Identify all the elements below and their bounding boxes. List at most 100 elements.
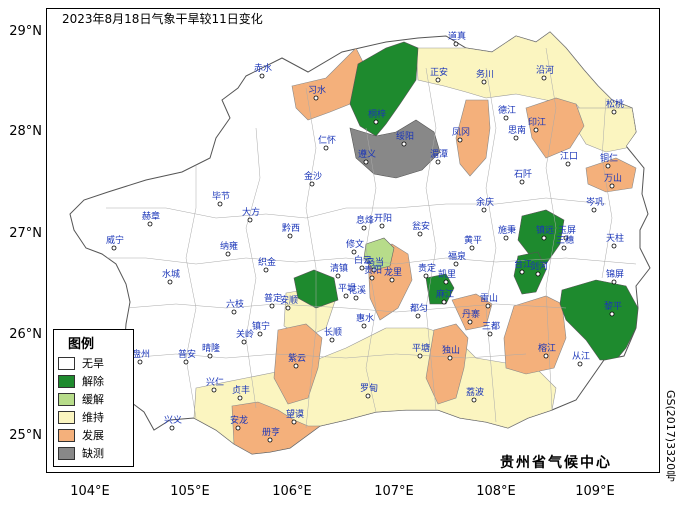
city-label: 贵定	[418, 262, 436, 274]
city-label: 铜仁	[600, 152, 618, 164]
city-label: 正安	[430, 66, 448, 78]
city-label: 湄潭	[430, 149, 448, 160]
city-label: 雷山	[480, 293, 498, 304]
city-marker	[137, 359, 143, 365]
city-marker	[373, 119, 379, 125]
city-marker	[287, 233, 293, 239]
city-label: 镇宁	[252, 320, 270, 332]
city-label: 平塘	[412, 342, 430, 354]
city-marker	[417, 353, 423, 359]
city-label: 黔西	[282, 222, 300, 234]
city-label: 龙里	[384, 266, 402, 278]
city-label: 大方	[242, 206, 260, 218]
city-marker	[267, 437, 273, 443]
city-marker	[359, 265, 365, 271]
city-marker	[453, 41, 459, 47]
legend-label: 缺测	[82, 447, 104, 460]
city-label: 紫云	[288, 353, 306, 364]
city-marker	[519, 179, 525, 185]
region-relief-taijiang	[513, 251, 547, 295]
city-marker	[443, 279, 449, 285]
city-label: 三都	[482, 321, 500, 332]
city-label: 德江	[498, 104, 516, 116]
city-label: 锦屏	[606, 268, 624, 280]
city-marker	[605, 163, 611, 169]
city-marker	[609, 311, 615, 317]
city-label: 水城	[162, 268, 180, 280]
city-label: 剑河	[530, 260, 548, 272]
city-label: 松桃	[606, 98, 624, 110]
city-marker	[335, 273, 341, 279]
legend-swatch	[58, 429, 75, 442]
city-label: 花溪	[348, 284, 366, 296]
legend-swatch	[58, 375, 75, 388]
city-label: 都匀	[410, 302, 428, 314]
city-label: 台江	[514, 258, 532, 270]
legend-label: 发展	[82, 429, 104, 442]
city-marker	[313, 95, 319, 101]
city-marker	[167, 279, 173, 285]
map-approval-code: GS(2017)3320号	[664, 390, 677, 482]
city-label: 黎平	[604, 300, 622, 312]
city-label: 赤水	[254, 62, 272, 74]
city-label: 三穗	[556, 234, 574, 246]
city-label: 绥阳	[396, 131, 414, 142]
region-develop-ziyun	[273, 323, 323, 405]
city-marker	[361, 225, 367, 231]
city-label: 长顺	[324, 326, 342, 338]
city-marker	[441, 299, 447, 305]
city-marker	[611, 279, 617, 285]
lon-label-105: 105°E	[170, 484, 210, 499]
city-label: 从江	[572, 351, 590, 362]
city-label: 贞丰	[232, 384, 250, 396]
city-marker	[481, 207, 487, 213]
city-label: 安龙	[230, 414, 248, 426]
city-marker	[259, 73, 265, 79]
city-label: 纳雍	[220, 240, 238, 252]
city-marker	[323, 145, 329, 151]
legend-swatch	[58, 393, 75, 406]
region-develop-dushan	[425, 323, 469, 405]
city-marker	[513, 135, 519, 141]
city-marker	[503, 115, 509, 121]
legend-swatch	[58, 411, 75, 424]
lat-label-25: 25°N	[9, 428, 42, 443]
city-label: 沿河	[536, 64, 554, 76]
city-label: 道真	[448, 30, 466, 42]
legend-swatch	[58, 447, 75, 460]
city-label: 盘州	[132, 348, 150, 360]
city-label: 丹寨	[462, 308, 480, 320]
city-label: 天柱	[606, 232, 624, 244]
legend-item-maintain: 维持	[58, 411, 132, 426]
city-marker	[257, 331, 263, 337]
lat-label-28: 28°N	[9, 124, 42, 139]
lat-label-29: 29°N	[9, 24, 42, 39]
city-marker	[235, 425, 241, 431]
region-ease-baiyun	[363, 237, 395, 271]
city-marker	[379, 223, 385, 229]
city-marker	[565, 161, 571, 167]
lon-label-106: 106°E	[272, 484, 312, 499]
legend-item-missing: 缺测	[58, 447, 132, 462]
city-label: 余庆	[476, 196, 494, 208]
city-label: 印江	[528, 116, 546, 128]
region-missing-zunyi	[349, 119, 441, 179]
city-marker	[485, 303, 491, 309]
city-marker	[457, 137, 463, 143]
city-label: 关岭	[236, 328, 254, 340]
city-marker	[435, 159, 441, 165]
region-relief-liping	[559, 279, 639, 361]
legend-label: 解除	[82, 375, 104, 388]
legend-label: 无旱	[82, 357, 104, 370]
city-marker	[417, 231, 423, 237]
city-label: 望谟	[286, 408, 304, 420]
city-label: 白云	[354, 254, 372, 266]
city-marker	[563, 235, 569, 241]
city-label: 万山	[604, 173, 622, 184]
city-marker	[609, 183, 615, 189]
city-marker	[225, 251, 231, 257]
lon-label-104: 104°E	[70, 484, 110, 499]
city-marker	[111, 245, 117, 251]
city-marker	[309, 181, 315, 187]
